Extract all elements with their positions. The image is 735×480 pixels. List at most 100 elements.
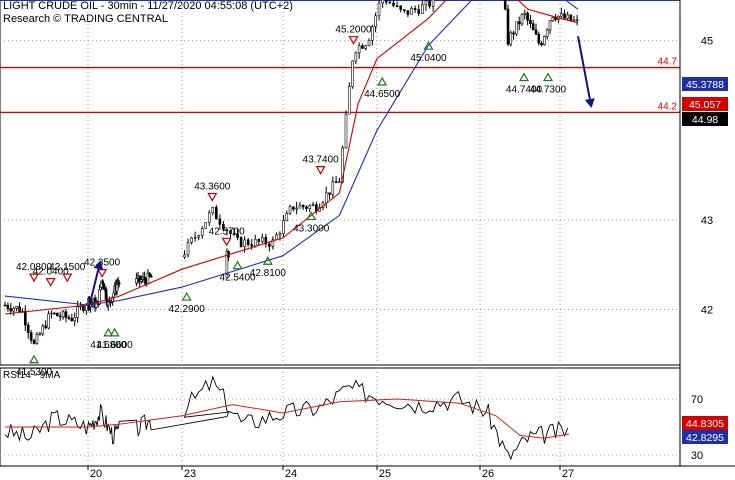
low-marker bbox=[423, 40, 434, 50]
arrow-shaft bbox=[577, 36, 591, 100]
candle-body bbox=[395, 5, 399, 8]
candle-body bbox=[207, 212, 211, 223]
candle-body bbox=[374, 15, 377, 28]
candle-body bbox=[239, 237, 243, 248]
candle-body bbox=[292, 206, 295, 210]
candle-body bbox=[246, 239, 250, 246]
low-marker bbox=[542, 72, 554, 82]
candle-body bbox=[70, 318, 74, 322]
candle-body bbox=[149, 275, 153, 278]
rsi-ma-line bbox=[5, 398, 570, 439]
arrow-head bbox=[584, 98, 595, 108]
chart-credit: Research © TRADING CENTRAL bbox=[3, 13, 168, 25]
price-series bbox=[3, 0, 579, 345]
candle-body bbox=[41, 325, 45, 335]
rsi-panel-frame bbox=[0, 367, 681, 467]
high-label: 43.7400 bbox=[303, 155, 340, 166]
low-label: 43.3000 bbox=[293, 223, 330, 234]
rsi-tag-red: 44.8305 bbox=[686, 418, 724, 430]
candle-body bbox=[190, 237, 193, 243]
price-tick-label: 42 bbox=[701, 305, 713, 317]
x-axis: 20 23 24 25 26 27 bbox=[0, 465, 735, 480]
candle-body bbox=[3, 304, 7, 307]
candle-body bbox=[563, 13, 566, 19]
candle-body bbox=[526, 12, 529, 21]
high-marker bbox=[207, 192, 218, 202]
level-label-support: 44.7 bbox=[658, 57, 678, 68]
candle-body bbox=[424, 0, 428, 6]
candle-body bbox=[268, 243, 271, 247]
candle-body bbox=[9, 308, 13, 312]
candle-body bbox=[540, 42, 543, 46]
candle-body bbox=[140, 279, 143, 282]
horizontal-levels: 46.2545.8545.4544.744.2 bbox=[0, 0, 680, 114]
price-tag-last-bg bbox=[682, 112, 728, 126]
candle-body bbox=[222, 224, 225, 231]
candle-body bbox=[44, 325, 47, 329]
rsi-tag-blue-bg bbox=[682, 430, 728, 444]
candle-body bbox=[515, 21, 518, 35]
candle-body bbox=[305, 206, 308, 209]
low-label: 41.6800 bbox=[90, 340, 127, 351]
candle-body bbox=[367, 40, 371, 47]
candle-body bbox=[76, 306, 79, 318]
candle-body bbox=[61, 311, 65, 318]
high-marker bbox=[221, 237, 232, 247]
candle-body bbox=[250, 244, 253, 247]
candle-body bbox=[24, 310, 27, 326]
candle-body bbox=[298, 204, 302, 209]
low-label: 44.7400 bbox=[506, 85, 543, 96]
candle-body bbox=[354, 52, 358, 62]
price-tag-red: 45.057 bbox=[689, 99, 721, 111]
candle-body bbox=[384, 0, 388, 3]
candle-body bbox=[334, 181, 338, 184]
candle-body bbox=[534, 29, 538, 35]
price-axis: 42434546 bbox=[679, 0, 713, 466]
low-label: 41.6600 bbox=[97, 340, 134, 351]
low-label: 42.5400 bbox=[219, 273, 256, 284]
high-marker bbox=[29, 273, 40, 283]
low-marker bbox=[181, 291, 192, 301]
candle-body bbox=[392, 2, 395, 7]
candle-body bbox=[285, 212, 289, 222]
candle-body bbox=[183, 254, 186, 258]
candle-body bbox=[35, 334, 39, 344]
candle-body bbox=[357, 45, 361, 54]
candle-body bbox=[85, 305, 88, 311]
candle-body bbox=[503, 0, 507, 10]
candle-body bbox=[421, 4, 424, 14]
candle-body bbox=[64, 311, 68, 318]
candle-body bbox=[506, 8, 510, 45]
candle-body bbox=[520, 14, 524, 25]
candle-body bbox=[264, 237, 268, 245]
candle-body bbox=[361, 45, 364, 49]
candle-body bbox=[377, 2, 381, 17]
candle-body bbox=[399, 5, 402, 10]
high-label: 42.1500 bbox=[49, 262, 86, 273]
candle-body bbox=[82, 305, 85, 311]
candle-body bbox=[381, 0, 384, 4]
candle-body bbox=[260, 237, 264, 242]
price-tag-last: 44.98 bbox=[692, 114, 718, 126]
candle-body bbox=[406, 10, 410, 15]
low-marker bbox=[518, 72, 530, 82]
candle-body bbox=[55, 312, 59, 317]
low-label: 41.5300 bbox=[16, 367, 53, 378]
candle-body bbox=[288, 206, 292, 214]
price-tick-label: 45 bbox=[701, 36, 713, 48]
x-tick-label: 23 bbox=[184, 468, 196, 480]
candle-body bbox=[271, 239, 275, 247]
candle-body bbox=[47, 313, 50, 329]
rsi-panel: RSI14 - 9MA 30 70 bbox=[0, 367, 703, 467]
candle-body bbox=[18, 306, 21, 313]
candle-body bbox=[572, 19, 576, 22]
low-marker bbox=[262, 256, 273, 265]
candle-body bbox=[402, 9, 406, 11]
candle-body bbox=[278, 233, 282, 236]
high-marker bbox=[348, 36, 359, 45]
low-label: 42.2900 bbox=[169, 304, 206, 315]
candle-body bbox=[388, 1, 392, 4]
candle-body bbox=[218, 218, 222, 225]
candle-body bbox=[517, 21, 521, 25]
